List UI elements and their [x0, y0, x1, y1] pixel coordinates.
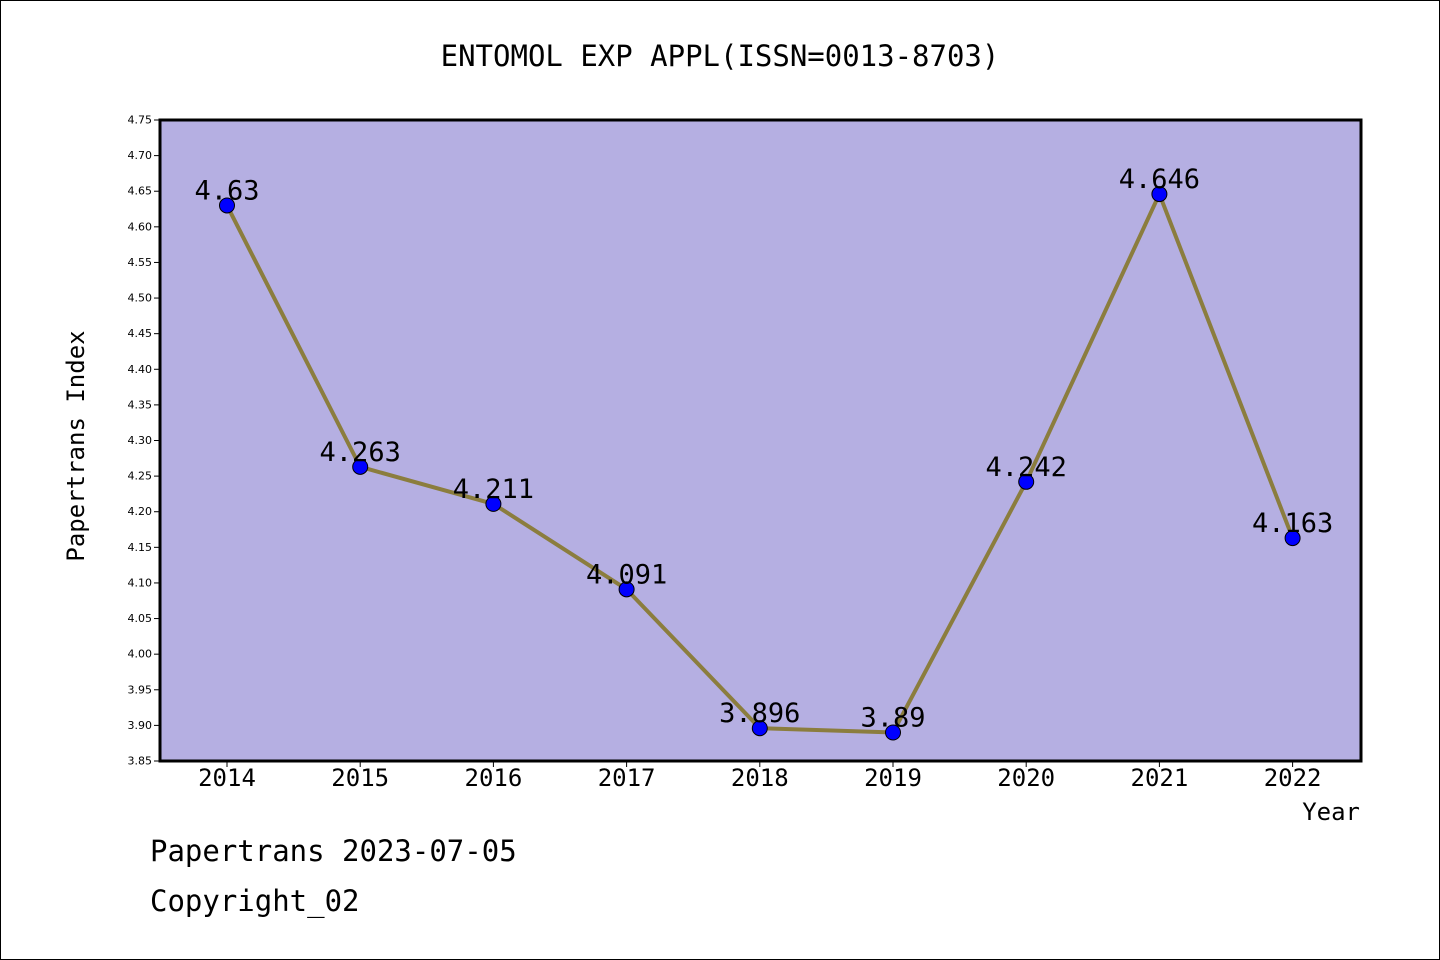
data-label: 3.89 [860, 703, 925, 734]
series-layer: 4.63 4.263 4.211 4.091 3.896 3.89 4.242 4.646 4.… [194, 164, 1333, 741]
data-label: 4.211 [453, 474, 534, 505]
x-tick-label: 2019 [864, 764, 922, 792]
data-point [885, 724, 901, 741]
x-tick-label: 2016 [465, 764, 523, 792]
y-tick-label: 4.60 [128, 220, 153, 233]
data-label: 3.896 [719, 698, 800, 729]
data-label: 4.091 [586, 559, 667, 590]
y-axis: 3.85 3.90 3.95 4.00 4.05 4.10 4.15 4.20 4.25 4.30… [128, 114, 160, 768]
x-tick-label: 2018 [731, 764, 789, 792]
data-point [352, 458, 369, 475]
y-tick-label: 3.85 [128, 755, 153, 768]
data-label: 4.163 [1252, 508, 1333, 539]
y-tick-label: 3.95 [128, 683, 153, 696]
data-label: 4.646 [1119, 164, 1200, 195]
x-tick-label: 2020 [997, 764, 1055, 792]
y-tick-label: 3.90 [128, 719, 153, 732]
data-label: 4.242 [986, 452, 1067, 483]
data-point [1151, 186, 1168, 203]
x-tick-label: 2015 [331, 764, 389, 792]
chart-title: ENTOMOL EXP APPL(ISSN=0013-8703) [441, 39, 1000, 73]
y-axis-label: Papertrans Index [62, 330, 90, 561]
footer-copyright-line: Copyright_02 [150, 884, 360, 918]
x-tick-label: 2021 [1131, 764, 1189, 792]
x-tick-label: 2022 [1264, 764, 1322, 792]
y-tick-label: 4.35 [128, 398, 153, 411]
x-axis-label: Year [1302, 798, 1360, 826]
data-point [485, 495, 502, 512]
y-tick-label: 4.15 [128, 541, 153, 554]
y-tick-label: 4.40 [128, 363, 153, 376]
y-tick-label: 4.20 [128, 505, 153, 518]
x-tick-label: 2014 [198, 764, 256, 792]
data-point [618, 581, 635, 598]
y-tick-label: 4.75 [128, 114, 153, 127]
footer-date-line: Papertrans 2023-07-05 [150, 834, 517, 868]
data-point [1018, 473, 1035, 490]
data-label: 4.263 [320, 437, 401, 468]
y-tick-label: 4.30 [128, 434, 153, 447]
y-tick-label: 4.25 [128, 470, 153, 483]
y-tick-label: 4.70 [128, 149, 153, 162]
y-tick-label: 4.45 [128, 327, 153, 340]
y-tick-label: 4.05 [128, 612, 153, 625]
data-point [219, 197, 235, 214]
y-tick-label: 4.65 [128, 185, 153, 198]
y-tick-label: 4.55 [128, 256, 153, 269]
y-tick-label: 4.00 [128, 648, 153, 661]
data-label: 4.63 [194, 175, 259, 206]
y-tick-label: 4.10 [128, 576, 153, 589]
y-tick-label: 4.50 [128, 292, 153, 305]
x-axis: 2014 2015 2016 2017 2018 2019 2020 2021 2022 [198, 761, 1321, 792]
data-point [751, 720, 768, 737]
x-tick-label: 2017 [598, 764, 656, 792]
plot-area [158, 118, 1363, 763]
data-point [1284, 530, 1301, 547]
